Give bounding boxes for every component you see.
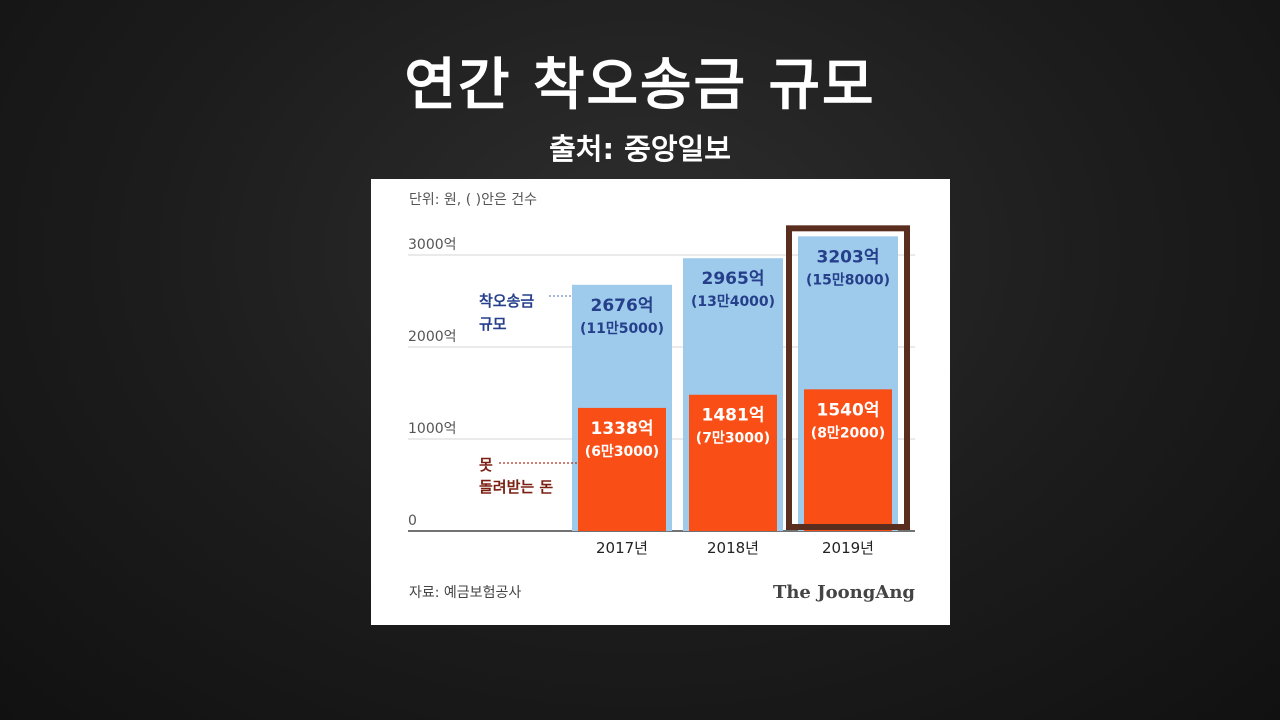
total-value-label: 2965억 xyxy=(702,269,765,289)
legend-total-line1: 착오송금 xyxy=(479,292,534,310)
total-value-label: 2676억 xyxy=(591,296,654,316)
chart-panel: 단위: 원, ( )안은 건수 3000억 2000억 1000억 0 2676억 (1… xyxy=(371,179,950,625)
unreturned-count-label: (6만3000) xyxy=(585,444,659,460)
unreturned-value-label: 1481억 xyxy=(702,406,765,426)
y-tick-label: 0 xyxy=(408,513,417,529)
x-tick-label: 2019년 xyxy=(822,539,874,557)
highlight-box xyxy=(786,225,910,530)
legend-unreturned-line2: 돌려받는 돈 xyxy=(479,478,553,496)
unreturned-value-label: 1540억 xyxy=(817,400,880,420)
total-count-label: (11만5000) xyxy=(580,321,664,337)
total-value-label: 3203억 xyxy=(817,247,880,267)
unreturned-count-label: (7만3000) xyxy=(696,431,770,447)
x-tick-label: 2018년 xyxy=(707,539,759,557)
legend-total-line2: 규모 xyxy=(479,315,507,333)
bar-unreturned xyxy=(578,407,666,531)
unreturned-count-label: (8만2000) xyxy=(811,425,885,441)
total-count-label: (15만8000) xyxy=(806,272,890,288)
total-count-label: (13만4000) xyxy=(691,294,775,310)
bar-chart: 단위: 원, ( )안은 건수 3000억 2000억 1000억 0 2676억 (1… xyxy=(408,192,915,603)
x-tick-label: 2017년 xyxy=(596,539,648,557)
slide-subtitle: 출처: 중앙일보 xyxy=(549,132,731,166)
legend-unreturned-line1: 못 xyxy=(479,456,493,474)
brand-logo: The JoongAng xyxy=(773,582,915,603)
y-tick-label: 3000억 xyxy=(408,237,457,253)
unit-note: 단위: 원, ( )안은 건수 xyxy=(409,192,537,208)
unreturned-value-label: 1338억 xyxy=(591,419,654,439)
y-tick-label: 1000억 xyxy=(408,421,457,437)
bar-unreturned xyxy=(689,394,777,531)
bar-unreturned xyxy=(804,389,892,531)
slide-title: 연간 착오송금 규모 xyxy=(404,53,876,118)
y-tick-label: 2000억 xyxy=(408,329,457,345)
source-note: 자료: 예금보험공사 xyxy=(409,585,521,601)
